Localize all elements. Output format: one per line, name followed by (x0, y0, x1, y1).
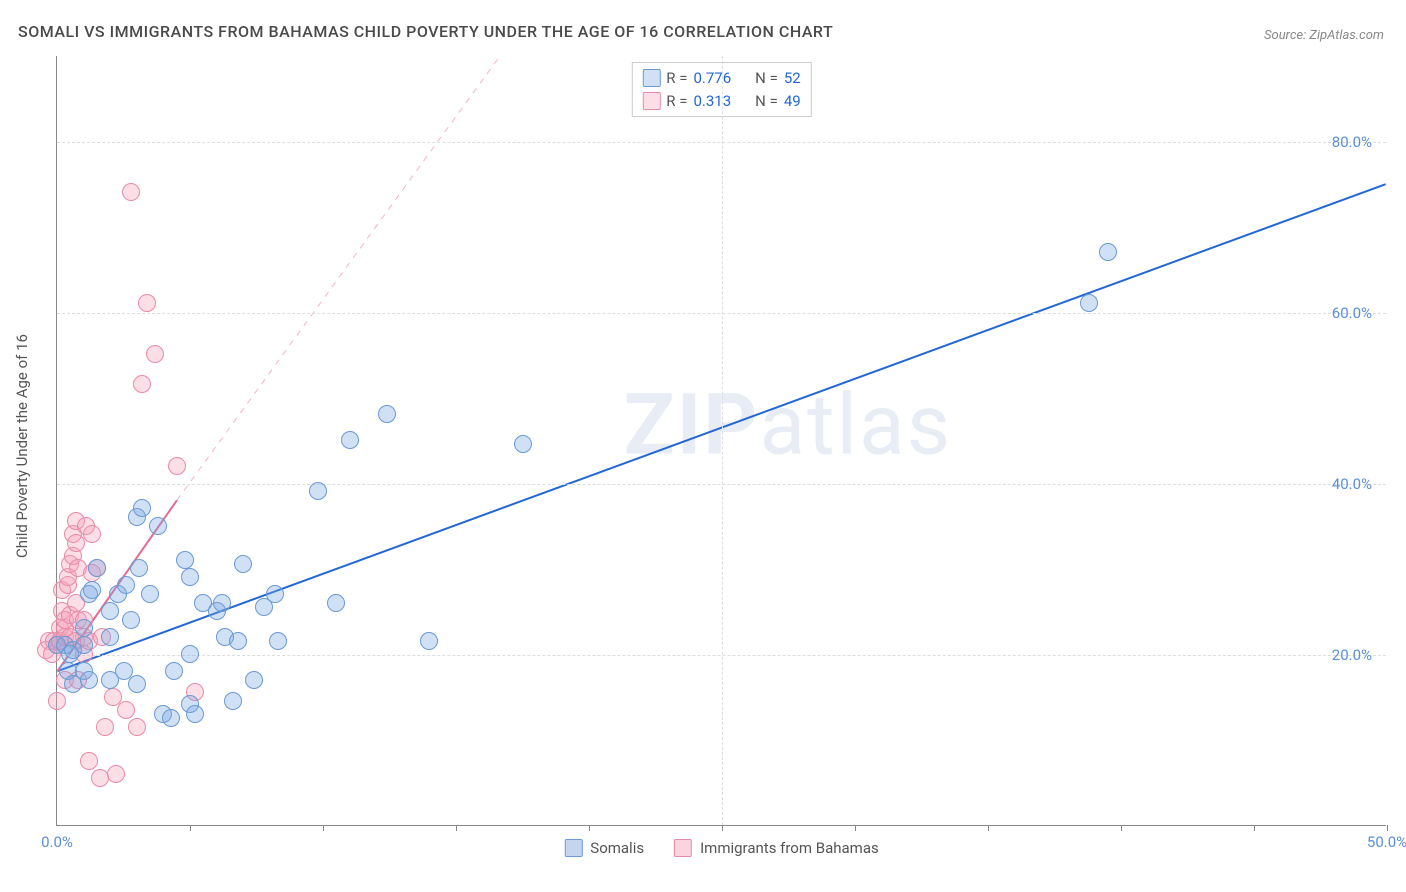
data-point (117, 701, 135, 719)
x-tick-mark (1387, 825, 1388, 831)
y-axis-label: Child Poverty Under the Age of 16 (13, 334, 31, 558)
r-label: R = (666, 90, 687, 113)
source-attribution: Source: ZipAtlas.com (1264, 28, 1384, 43)
data-point (1080, 294, 1098, 312)
data-point (266, 585, 284, 603)
x-tick-label: 50.0% (1367, 833, 1406, 851)
x-tick-mark (722, 825, 723, 831)
data-point (420, 632, 438, 650)
data-point (83, 581, 101, 599)
data-point (1099, 243, 1117, 261)
r-value-somalis: 0.776 (693, 67, 731, 90)
data-point (107, 765, 125, 783)
n-label: N = (755, 90, 778, 113)
data-point (245, 671, 263, 689)
data-point (128, 718, 146, 736)
data-point (133, 499, 151, 517)
x-tick-mark (988, 825, 989, 831)
x-tick-mark (1121, 825, 1122, 831)
legend-label-bahamas: Immigrants from Bahamas (700, 839, 879, 857)
data-point (514, 435, 532, 453)
data-point (96, 718, 114, 736)
data-point (168, 457, 186, 475)
watermark-rest: atlas (759, 376, 952, 475)
data-point (80, 671, 98, 689)
data-point (101, 628, 119, 646)
r-value-bahamas: 0.313 (693, 90, 731, 113)
n-value-somalis: 52 (784, 67, 801, 90)
chart-container: SOMALI VS IMMIGRANTS FROM BAHAMAS CHILD … (0, 0, 1406, 892)
data-point (224, 692, 242, 710)
plot-area: ZIPatlas R = 0.776 N = 52 R = 0.313 N = … (56, 56, 1386, 826)
data-point (309, 482, 327, 500)
chart-title: SOMALI VS IMMIGRANTS FROM BAHAMAS CHILD … (18, 22, 833, 41)
data-point (181, 568, 199, 586)
data-point (122, 183, 140, 201)
data-point (130, 559, 148, 577)
data-point (165, 662, 183, 680)
data-point (186, 705, 204, 723)
series-legend: Somalis Immigrants from Bahamas (564, 839, 878, 857)
data-point (229, 632, 247, 650)
data-point (83, 525, 101, 543)
data-point (138, 294, 156, 312)
data-point (128, 675, 146, 693)
data-point (75, 619, 93, 637)
swatch-bahamas-bottom (674, 839, 692, 857)
legend-item-somalis: Somalis (564, 839, 644, 857)
data-point (378, 405, 396, 423)
data-point (48, 692, 66, 710)
data-point (146, 345, 164, 363)
y-tick-label: 20.0% (1332, 646, 1372, 664)
data-point (327, 594, 345, 612)
data-point (122, 611, 140, 629)
legend-label-somalis: Somalis (590, 839, 644, 857)
x-tick-mark (190, 825, 191, 831)
data-point (101, 602, 119, 620)
data-point (181, 645, 199, 663)
data-point (234, 555, 252, 573)
x-tick-mark (855, 825, 856, 831)
watermark: ZIPatlas (624, 376, 952, 475)
x-tick-mark (1254, 825, 1255, 831)
x-tick-label: 0.0% (41, 833, 73, 851)
data-point (341, 431, 359, 449)
data-point (213, 594, 231, 612)
n-value-bahamas: 49 (784, 90, 801, 113)
gridline-v (722, 56, 723, 825)
data-point (117, 576, 135, 594)
data-point (133, 375, 151, 393)
x-tick-mark (456, 825, 457, 831)
y-tick-label: 40.0% (1332, 475, 1372, 493)
data-point (75, 636, 93, 654)
data-point (88, 559, 106, 577)
swatch-bahamas (642, 92, 660, 110)
legend-item-bahamas: Immigrants from Bahamas (674, 839, 879, 857)
y-tick-label: 60.0% (1332, 304, 1372, 322)
y-tick-label: 80.0% (1332, 133, 1372, 151)
swatch-somalis-bottom (564, 839, 582, 857)
data-point (162, 709, 180, 727)
data-point (149, 517, 167, 535)
x-tick-mark (589, 825, 590, 831)
x-tick-mark (323, 825, 324, 831)
swatch-somalis (642, 69, 660, 87)
n-label: N = (755, 67, 778, 90)
data-point (176, 551, 194, 569)
r-label: R = (666, 67, 687, 90)
data-point (80, 752, 98, 770)
data-point (141, 585, 159, 603)
data-point (269, 632, 287, 650)
watermark-bold: ZIP (624, 376, 760, 475)
